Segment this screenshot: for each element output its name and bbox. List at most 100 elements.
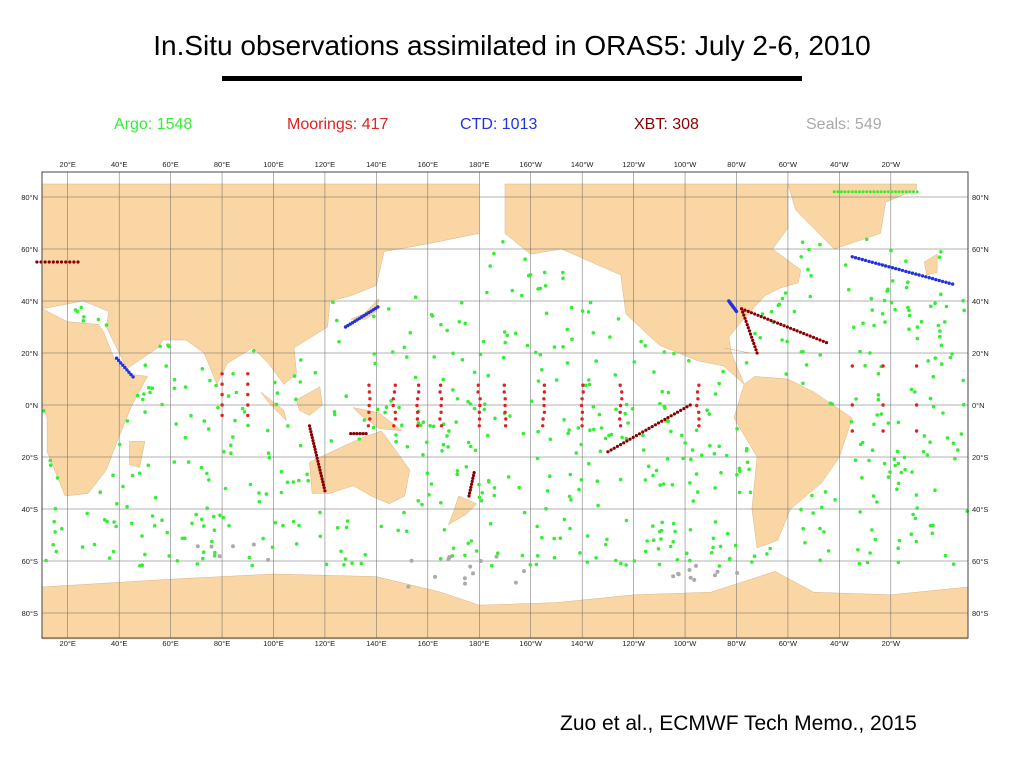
argo-point	[478, 352, 483, 357]
argo-point	[199, 465, 204, 470]
lon-label-top: 120°E	[315, 160, 336, 169]
moorings-point	[695, 403, 699, 408]
xbt-point	[762, 316, 767, 320]
seals-point	[462, 576, 467, 581]
argo-point	[359, 561, 364, 566]
argo-point	[267, 455, 272, 460]
argo-point	[405, 355, 409, 359]
lon-label-top: 80°E	[214, 160, 230, 169]
argo-point	[445, 434, 449, 438]
argo-point	[190, 521, 194, 526]
argo-point	[79, 305, 84, 310]
moorings-point	[697, 410, 701, 414]
legend-xbt: XBT: 308	[634, 116, 699, 133]
citation: Zuo et al., ECMWF Tech Memo., 2015	[560, 712, 917, 735]
moorings-point	[439, 424, 444, 428]
ctd-point	[904, 269, 908, 274]
ctd-point	[129, 372, 133, 377]
lon-label-bottom: 80°E	[214, 639, 230, 648]
argo-point	[51, 543, 55, 547]
lat-label-right: 0°N	[972, 401, 985, 410]
argo-point	[597, 412, 602, 417]
argo-point	[117, 442, 122, 447]
argo-point	[883, 320, 887, 324]
argo-point	[896, 560, 901, 565]
argo-point	[899, 470, 904, 475]
argo-point	[261, 536, 266, 541]
argo-point	[229, 451, 233, 456]
argo-point	[371, 425, 376, 430]
argo-point	[561, 276, 565, 281]
ctd-point	[940, 279, 945, 284]
argo-point	[673, 529, 677, 534]
argo-point	[896, 481, 901, 486]
argo-point	[231, 435, 235, 439]
xbt-point	[358, 432, 362, 436]
argo-point	[80, 545, 85, 549]
land-africa	[41, 308, 148, 497]
argo-point	[657, 529, 662, 534]
argo-point	[865, 560, 870, 565]
argo-point	[421, 420, 426, 425]
argo-point	[147, 385, 151, 390]
argo-point	[505, 333, 510, 338]
argo-point	[213, 550, 217, 555]
argo-point	[274, 402, 279, 407]
xbt-point	[308, 427, 312, 431]
xbt-point	[821, 339, 825, 343]
argo-point	[548, 474, 552, 479]
xbt-point	[753, 345, 757, 349]
argo-point	[222, 450, 226, 454]
argo-point	[291, 480, 296, 484]
land-australia	[309, 430, 411, 505]
argo-point	[768, 546, 772, 551]
lon-label-top: 20°W	[882, 160, 901, 169]
moorings-point	[850, 429, 854, 433]
argo-point	[562, 517, 567, 522]
argo-point	[501, 240, 505, 244]
argo-point	[513, 331, 518, 336]
argo-point	[709, 550, 714, 555]
xbt-point	[669, 414, 673, 418]
argo-point	[297, 478, 301, 483]
moorings-point	[580, 410, 585, 414]
moorings-point	[579, 403, 584, 408]
argo-point	[125, 504, 129, 509]
argo-point	[945, 436, 950, 440]
argo-point	[413, 375, 418, 380]
argo-point	[897, 190, 901, 194]
argo-point	[540, 535, 544, 540]
moorings-point	[415, 417, 420, 421]
argo-point	[895, 449, 900, 454]
ctd-point	[131, 375, 135, 379]
argo-point	[212, 553, 217, 558]
argo-point	[472, 370, 477, 375]
argo-point	[808, 294, 813, 299]
seals-point	[513, 580, 518, 585]
argo-point	[641, 448, 646, 452]
argo-point	[528, 273, 533, 277]
argo-point	[735, 426, 739, 431]
argo-point	[298, 380, 303, 384]
xbt-point	[685, 405, 689, 409]
moorings-point	[542, 397, 546, 401]
moorings-point	[368, 417, 372, 421]
argo-point	[466, 440, 471, 445]
argo-point	[810, 493, 814, 498]
argo-point	[545, 489, 550, 493]
ctd-point	[887, 265, 891, 269]
xbt-point	[352, 432, 356, 436]
argo-point	[146, 463, 151, 468]
argo-point	[207, 478, 211, 482]
xbt-point	[634, 434, 639, 438]
argo-point	[389, 399, 393, 403]
argo-point	[875, 500, 879, 504]
moorings-point	[504, 417, 508, 421]
argo-point	[257, 491, 261, 495]
lat-label-right: 20°S	[972, 453, 988, 462]
xbt-point	[748, 332, 753, 336]
argo-point	[868, 190, 872, 194]
argo-point	[562, 418, 566, 422]
moorings-point	[542, 383, 547, 387]
argo-point	[501, 355, 506, 360]
